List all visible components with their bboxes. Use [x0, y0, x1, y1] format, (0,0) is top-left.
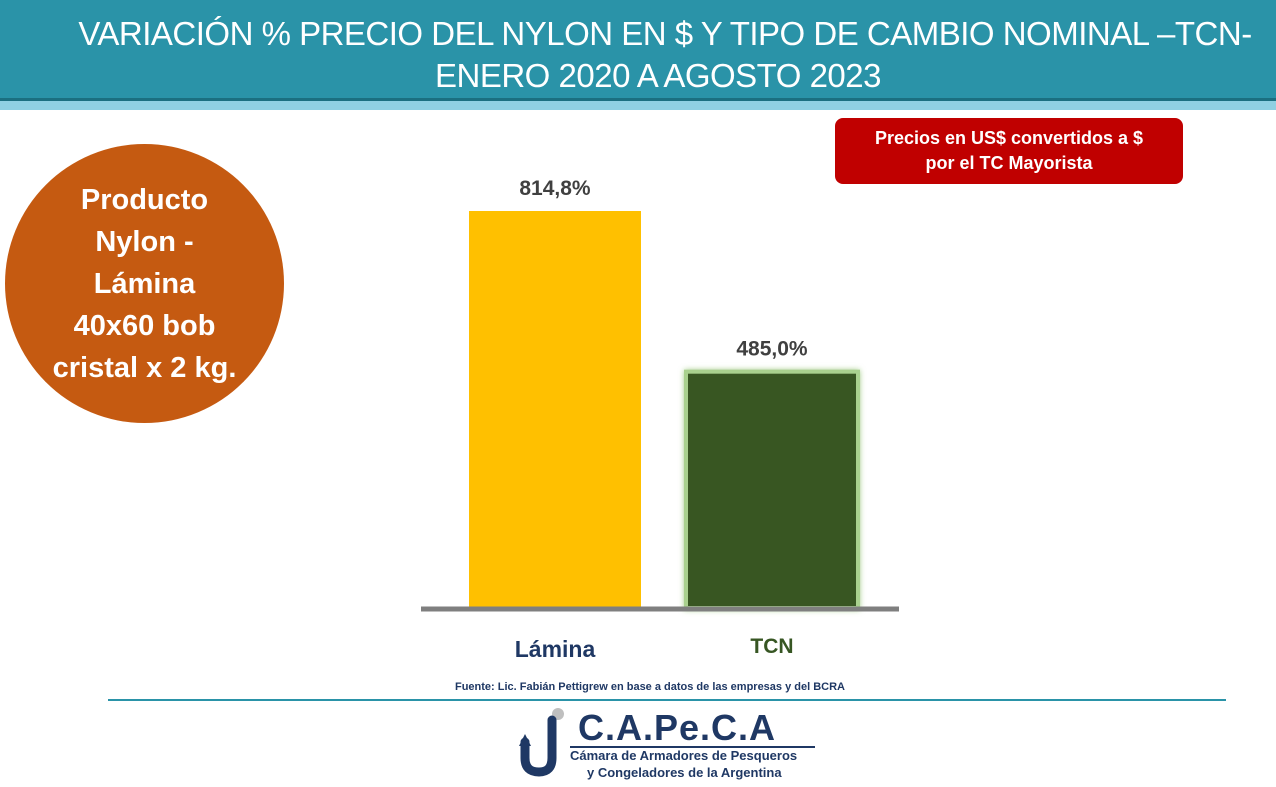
product-badge: Producto Nylon - Lámina 40x60 bob crista…	[5, 144, 284, 423]
header-divider	[0, 98, 1276, 101]
price-note: Precios en US$ convertidos a $ por el TC…	[849, 126, 1169, 176]
logo-rule	[570, 746, 815, 748]
bar-tcn	[684, 369, 860, 611]
product-line: Nylon -	[95, 225, 194, 258]
source-note: Fuente: Lic. Fabián Pettigrew en base a …	[454, 681, 845, 693]
fish-hook-icon	[519, 708, 564, 777]
header-accent-band	[0, 101, 1276, 110]
category-label: Lámina	[515, 636, 596, 662]
product-line: Producto	[80, 183, 209, 216]
product-description: Producto Nylon - Lámina 40x60 bob crista…	[35, 179, 255, 389]
logo-subtitle-line1: Cámara de Armadores de Pesqueros	[570, 748, 798, 763]
price-note-box: Precios en US$ convertidos a $ por el TC…	[835, 118, 1183, 184]
price-note-line: por el TC Mayorista	[925, 153, 1093, 173]
page-title-line2: ENERO 2020 A AGOSTO 2023	[435, 57, 882, 94]
logo-name: C.A.Pe.C.A	[578, 707, 777, 748]
bar-l-mina	[469, 211, 641, 608]
logo-subtitle-line2: y Congeladores de la Argentina	[587, 765, 782, 780]
data-label: 814,8%	[519, 177, 591, 200]
header-bar	[0, 0, 1276, 98]
product-line: cristal x 2 kg.	[52, 351, 237, 384]
page-title-line1: VARIACIÓN % PRECIO DEL NYLON EN $ Y TIPO…	[78, 15, 1252, 52]
data-label: 485,0%	[736, 338, 808, 361]
capeca-logo: C.A.Pe.C.A Cámara de Armadores de Pesque…	[515, 706, 825, 782]
price-note-line: Precios en US$ convertidos a $	[874, 128, 1144, 148]
category-label: TCN	[750, 635, 793, 658]
product-line: Lámina	[93, 267, 196, 300]
footer-divider	[108, 699, 1226, 701]
product-line: 40x60 bob	[73, 309, 216, 342]
